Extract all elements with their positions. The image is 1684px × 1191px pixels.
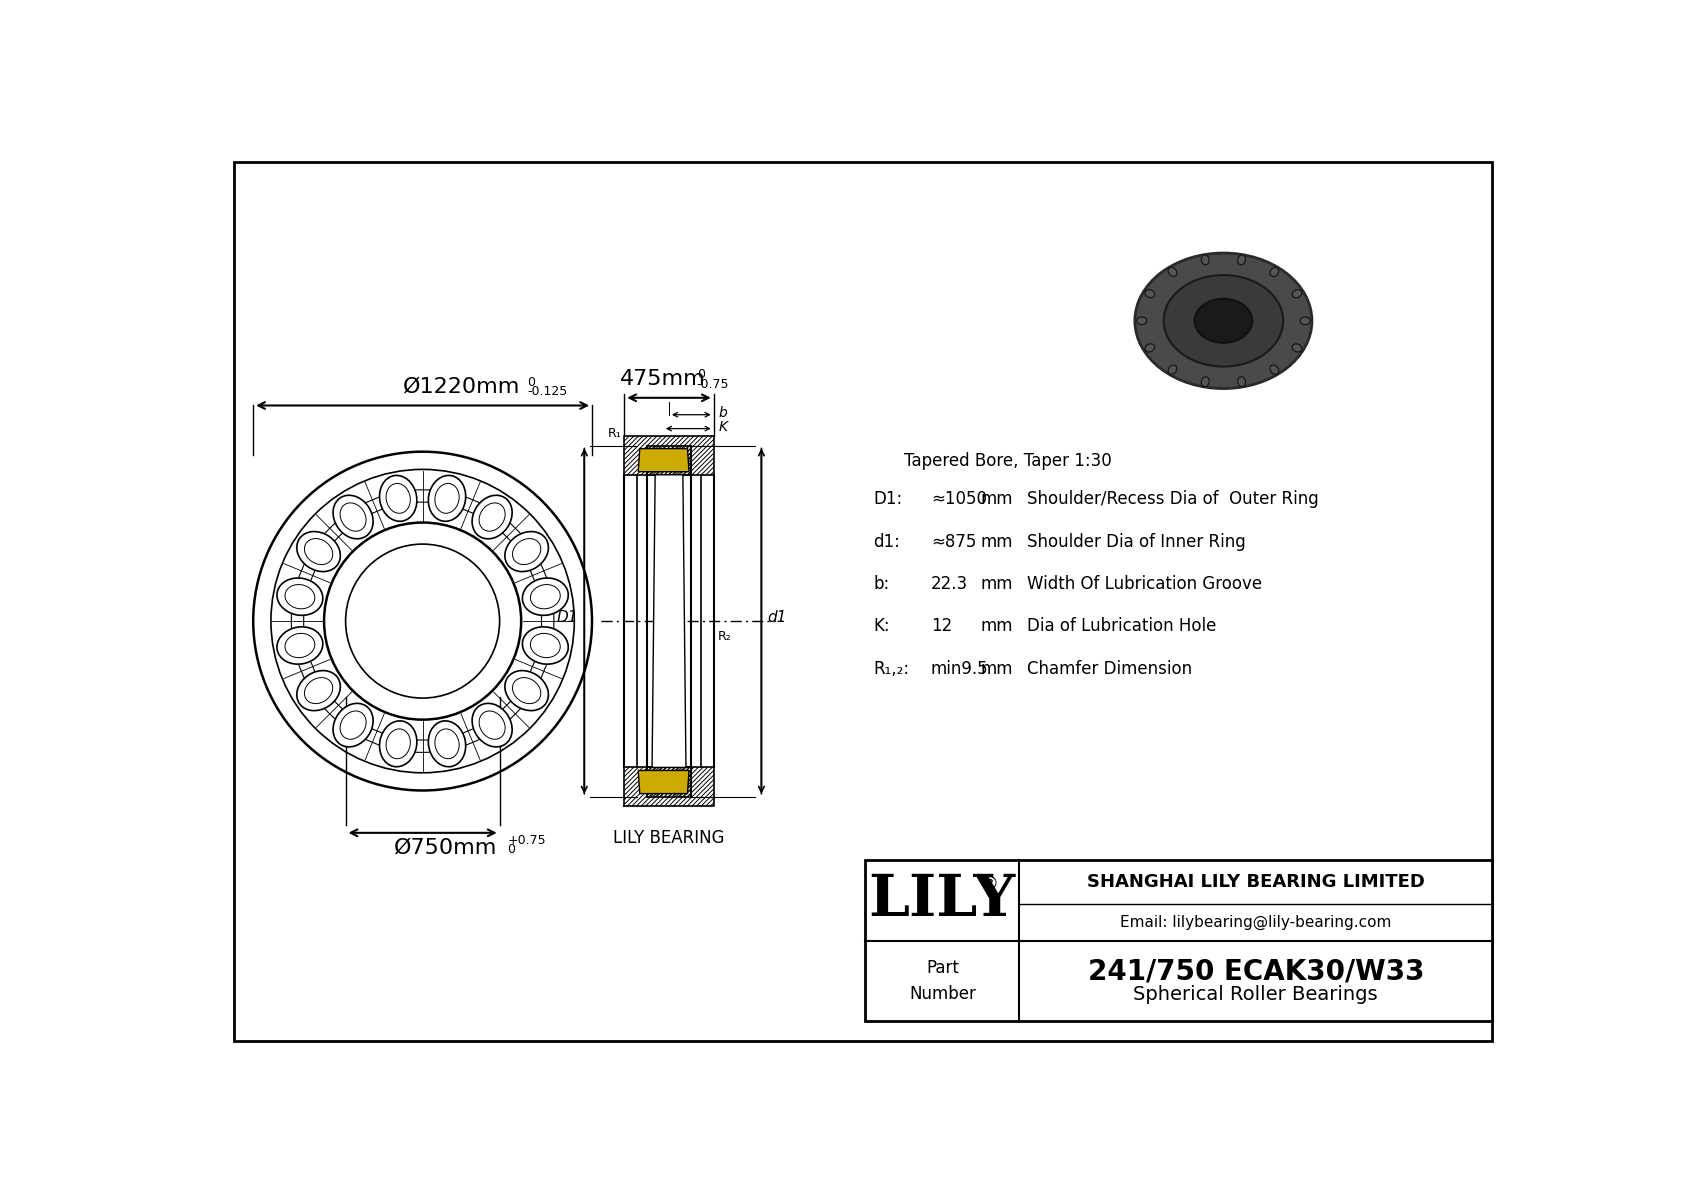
Text: 22.3: 22.3 <box>931 575 968 593</box>
Text: Chamfer Dimension: Chamfer Dimension <box>1027 660 1192 678</box>
Ellipse shape <box>1194 299 1253 343</box>
Text: 0: 0 <box>697 368 704 381</box>
Text: LILY BEARING: LILY BEARING <box>613 829 724 847</box>
Ellipse shape <box>296 531 340 572</box>
Ellipse shape <box>1145 289 1155 298</box>
Text: Shoulder Dia of Inner Ring: Shoulder Dia of Inner Ring <box>1027 532 1246 550</box>
Text: Tapered Bore, Taper 1:30: Tapered Bore, Taper 1:30 <box>904 451 1111 470</box>
Text: min9.5: min9.5 <box>931 660 989 678</box>
Text: +0.75: +0.75 <box>507 834 546 847</box>
Text: ®: ® <box>980 874 999 892</box>
Text: ≈875: ≈875 <box>931 532 977 550</box>
Ellipse shape <box>428 475 466 522</box>
Ellipse shape <box>1292 344 1302 353</box>
Text: mm: mm <box>980 660 1014 678</box>
Text: Part
Number: Part Number <box>909 959 975 1003</box>
Text: K: K <box>719 420 727 434</box>
Ellipse shape <box>296 671 340 711</box>
Ellipse shape <box>1169 366 1177 374</box>
Text: Email: lilybearing@lily-bearing.com: Email: lilybearing@lily-bearing.com <box>1120 915 1391 930</box>
Ellipse shape <box>522 626 568 665</box>
Circle shape <box>253 451 593 791</box>
Text: -0.125: -0.125 <box>527 385 568 398</box>
Text: mm: mm <box>980 617 1014 636</box>
Text: b: b <box>719 406 727 420</box>
Ellipse shape <box>1238 376 1246 387</box>
Ellipse shape <box>472 704 512 747</box>
Ellipse shape <box>1135 252 1312 388</box>
Ellipse shape <box>1238 255 1246 264</box>
Text: -0.75: -0.75 <box>697 378 729 391</box>
Ellipse shape <box>276 578 323 616</box>
Text: K:: K: <box>872 617 889 636</box>
Text: 0: 0 <box>527 375 536 388</box>
Text: R₁: R₁ <box>608 426 621 439</box>
Text: Ø1220mm: Ø1220mm <box>402 376 520 397</box>
Text: d1:: d1: <box>872 532 899 550</box>
Circle shape <box>323 523 520 719</box>
Ellipse shape <box>522 578 568 616</box>
Text: mm: mm <box>980 575 1014 593</box>
Text: d1: d1 <box>768 610 786 625</box>
Polygon shape <box>638 449 689 472</box>
Ellipse shape <box>1169 267 1177 276</box>
Ellipse shape <box>1164 275 1283 367</box>
Text: SHANGHAI LILY BEARING LIMITED: SHANGHAI LILY BEARING LIMITED <box>1086 873 1425 891</box>
Text: mm: mm <box>980 532 1014 550</box>
Text: Ø750mm: Ø750mm <box>394 837 497 858</box>
Ellipse shape <box>1201 376 1209 387</box>
Text: 475mm: 475mm <box>620 368 706 388</box>
Ellipse shape <box>1292 289 1302 298</box>
Ellipse shape <box>333 704 374 747</box>
Ellipse shape <box>379 721 418 767</box>
Text: LILY: LILY <box>869 872 1015 928</box>
Text: mm: mm <box>980 491 1014 509</box>
Ellipse shape <box>276 626 323 665</box>
Ellipse shape <box>1201 255 1209 264</box>
Ellipse shape <box>1300 317 1310 325</box>
Text: R₂: R₂ <box>717 630 731 643</box>
Text: D1: D1 <box>557 610 578 625</box>
Ellipse shape <box>1270 366 1278 374</box>
Text: Shoulder/Recess Dia of  Outer Ring: Shoulder/Recess Dia of Outer Ring <box>1027 491 1319 509</box>
Ellipse shape <box>1137 317 1147 325</box>
Ellipse shape <box>505 531 549 572</box>
Text: R₁,₂:: R₁,₂: <box>872 660 909 678</box>
Bar <box>866 860 1492 1022</box>
Ellipse shape <box>472 495 512 538</box>
Ellipse shape <box>428 721 466 767</box>
Ellipse shape <box>1145 344 1155 353</box>
Text: Dia of Lubrication Hole: Dia of Lubrication Hole <box>1027 617 1216 636</box>
Text: 12: 12 <box>931 617 951 636</box>
Text: 0: 0 <box>507 843 515 856</box>
Ellipse shape <box>379 475 418 522</box>
Text: D1:: D1: <box>872 491 903 509</box>
Text: b:: b: <box>872 575 889 593</box>
Text: ≈1050: ≈1050 <box>931 491 987 509</box>
Text: 241/750 ECAK30/W33: 241/750 ECAK30/W33 <box>1088 958 1425 986</box>
Text: Spherical Roller Bearings: Spherical Roller Bearings <box>1133 985 1378 1004</box>
Ellipse shape <box>333 495 374 538</box>
Polygon shape <box>652 475 685 767</box>
Ellipse shape <box>1270 267 1278 276</box>
Text: Width Of Lubrication Groove: Width Of Lubrication Groove <box>1027 575 1263 593</box>
Polygon shape <box>638 771 689 793</box>
Ellipse shape <box>505 671 549 711</box>
